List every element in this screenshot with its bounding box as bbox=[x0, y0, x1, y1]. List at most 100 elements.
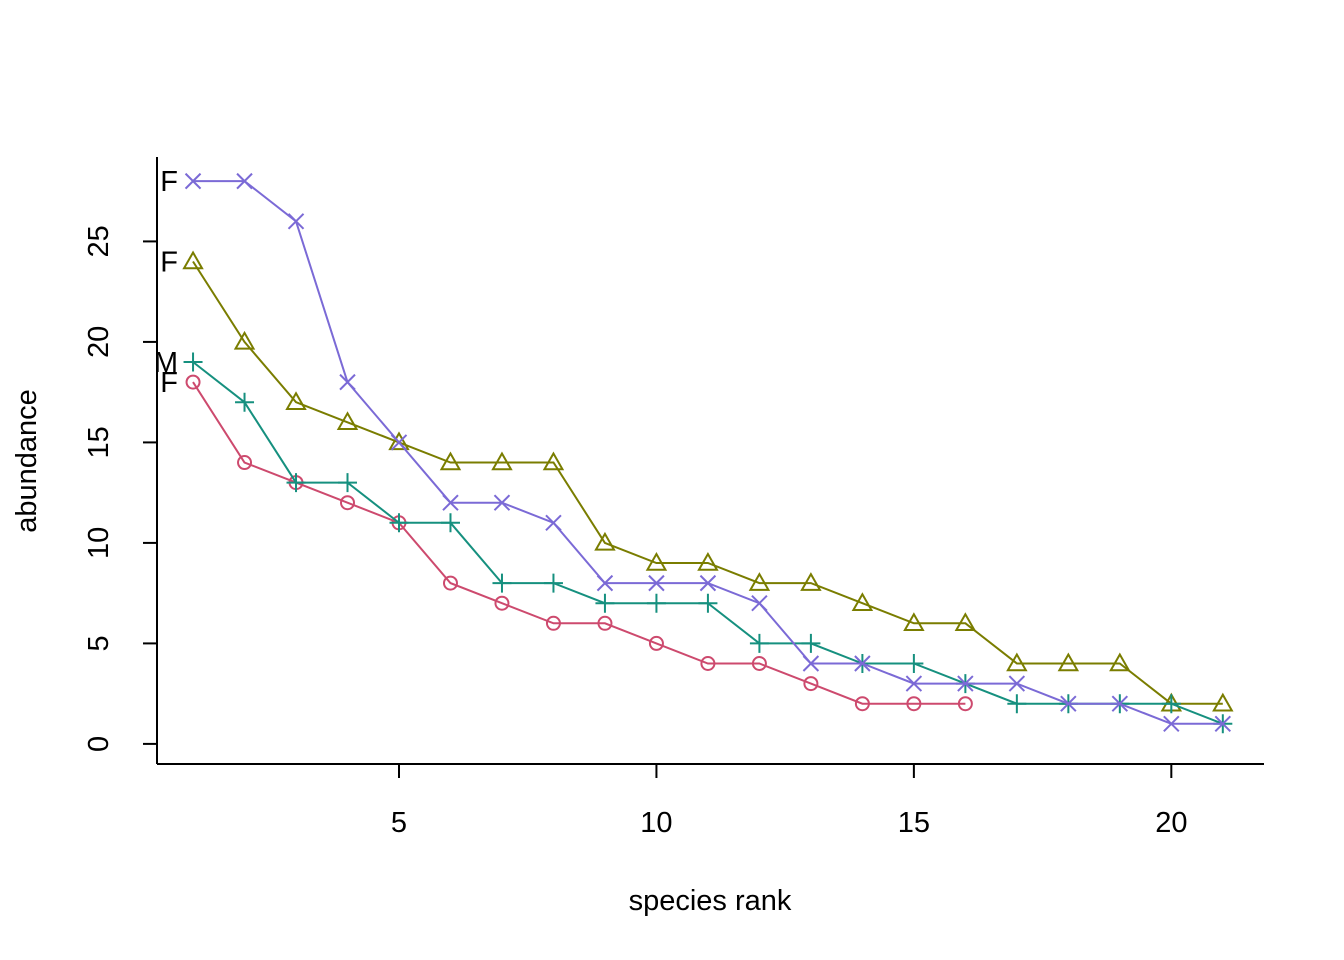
series-end-label: F bbox=[160, 367, 178, 399]
data-point bbox=[185, 374, 201, 390]
data-point bbox=[700, 656, 716, 672]
data-point bbox=[594, 531, 616, 551]
data-point bbox=[854, 696, 870, 712]
data-point bbox=[1007, 694, 1027, 714]
data-point bbox=[699, 574, 717, 592]
series-end-label: M bbox=[154, 347, 178, 379]
data-point bbox=[800, 572, 822, 591]
x-tick-label: 5 bbox=[391, 807, 407, 839]
data-point bbox=[597, 615, 613, 631]
data-point bbox=[339, 373, 356, 391]
y-axis-ticks: 0 5 10 15 20 25 bbox=[83, 225, 157, 752]
data-point bbox=[1006, 652, 1028, 672]
y-tick-label: 15 bbox=[83, 426, 115, 458]
data-point bbox=[390, 434, 408, 451]
series-triangle bbox=[182, 250, 1234, 712]
data-point bbox=[492, 573, 512, 593]
x-axis-label: species rank bbox=[629, 885, 792, 917]
data-point bbox=[233, 330, 256, 350]
series-line bbox=[193, 180, 1223, 725]
x-tick-label: 10 bbox=[640, 807, 672, 839]
data-point bbox=[1057, 652, 1080, 672]
data-point bbox=[183, 352, 203, 372]
data-point bbox=[182, 250, 204, 270]
data-point bbox=[1111, 695, 1129, 712]
data-point bbox=[646, 593, 666, 613]
data-point bbox=[1060, 695, 1077, 712]
y-axis-label: abundance bbox=[11, 389, 43, 533]
x-tick-label: 20 bbox=[1155, 807, 1187, 839]
data-point bbox=[184, 172, 202, 190]
data-point bbox=[697, 551, 719, 571]
data-point bbox=[851, 592, 874, 611]
data-point bbox=[338, 473, 358, 493]
data-point bbox=[545, 615, 561, 631]
data-point bbox=[803, 676, 819, 692]
x-tick-label: 15 bbox=[898, 807, 930, 839]
data-point bbox=[1214, 715, 1232, 733]
x-axis-ticks: 5 10 15 20 bbox=[391, 764, 1187, 839]
data-point bbox=[802, 655, 820, 672]
data-point bbox=[286, 473, 306, 493]
data-point bbox=[287, 213, 305, 230]
data-point bbox=[543, 573, 563, 593]
data-point bbox=[494, 595, 510, 611]
data-point bbox=[237, 455, 253, 471]
data-point bbox=[905, 675, 923, 692]
data-point bbox=[340, 495, 356, 511]
data-point bbox=[957, 696, 973, 712]
data-point bbox=[336, 411, 359, 431]
series-line bbox=[192, 260, 1223, 705]
data-point bbox=[596, 574, 614, 592]
data-point bbox=[285, 391, 307, 410]
series-plus bbox=[183, 352, 1233, 734]
data-point bbox=[748, 572, 771, 591]
series-end-label: F bbox=[160, 247, 178, 279]
data-point bbox=[854, 655, 871, 672]
series-line bbox=[192, 381, 966, 705]
data-point bbox=[645, 551, 668, 571]
data-point bbox=[595, 593, 615, 613]
data-point bbox=[749, 633, 769, 653]
data-point bbox=[1161, 694, 1181, 714]
axes bbox=[156, 157, 1264, 765]
data-point bbox=[904, 654, 924, 674]
data-point bbox=[491, 451, 513, 471]
data-point bbox=[389, 513, 409, 533]
data-point bbox=[235, 392, 255, 412]
data-point bbox=[1109, 652, 1131, 672]
series-cross bbox=[184, 172, 1232, 733]
data-point bbox=[439, 451, 462, 471]
data-point bbox=[648, 574, 665, 592]
data-point bbox=[440, 513, 460, 533]
series-layer bbox=[182, 172, 1234, 734]
data-point bbox=[906, 696, 922, 712]
data-point bbox=[442, 575, 458, 591]
data-point bbox=[751, 656, 767, 672]
y-tick-label: 25 bbox=[83, 225, 115, 257]
data-point bbox=[388, 431, 410, 451]
y-tick-label: 5 bbox=[83, 635, 115, 651]
data-point bbox=[442, 494, 459, 511]
series-end-label: F bbox=[160, 166, 178, 198]
data-point bbox=[236, 172, 253, 190]
data-point bbox=[648, 635, 664, 651]
data-point bbox=[542, 451, 565, 471]
data-point bbox=[801, 633, 821, 653]
y-tick-label: 20 bbox=[83, 326, 115, 358]
data-point bbox=[1163, 715, 1180, 733]
data-point bbox=[957, 675, 974, 692]
series-circle bbox=[185, 374, 973, 712]
data-point bbox=[751, 594, 768, 612]
data-point bbox=[493, 494, 511, 511]
data-point bbox=[698, 593, 718, 613]
data-point bbox=[954, 612, 977, 632]
data-point bbox=[903, 612, 925, 632]
y-tick-label: 10 bbox=[83, 527, 115, 559]
y-tick-label: 0 bbox=[83, 736, 115, 752]
data-point bbox=[545, 514, 562, 532]
data-point bbox=[1212, 692, 1234, 712]
data-point bbox=[1008, 675, 1026, 692]
